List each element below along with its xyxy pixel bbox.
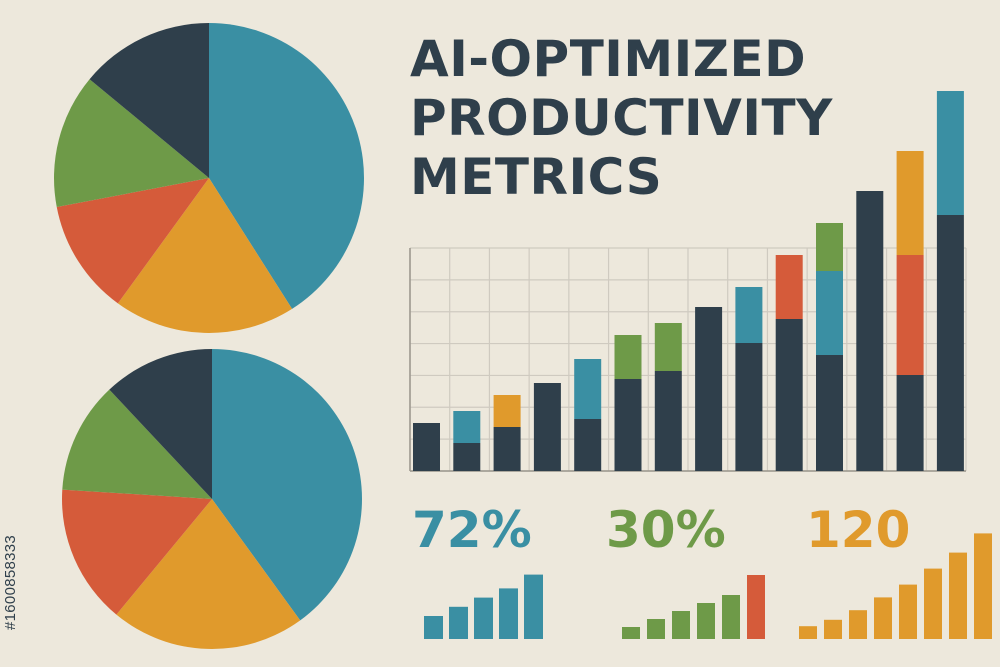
mini-bar-4	[499, 588, 518, 639]
title-line-3: METRICS	[410, 148, 663, 206]
pie-slice-3	[62, 489, 213, 615]
mini-bar-7	[949, 552, 967, 639]
title-line-1: AI-OPTIMIZED	[410, 30, 807, 88]
bar-2-segment-1	[453, 443, 481, 471]
bar-6-segment-1	[614, 379, 642, 471]
bar-11-segment-2	[816, 271, 843, 355]
mini-bar-2	[824, 619, 842, 639]
bar-9-segment-2	[735, 287, 763, 343]
pie-slice-1	[212, 349, 362, 621]
bar-12-segment-1	[856, 191, 884, 471]
bar-14-segment-1	[936, 215, 964, 471]
bar-1-segment-1	[413, 423, 440, 471]
mini-bar-3	[849, 610, 867, 639]
pie-slice-1	[209, 23, 364, 309]
bar-4-segment-1	[533, 383, 561, 471]
bar-11-segment-3	[816, 223, 843, 271]
page-title: AI-OPTIMIZED PRODUCTIVITY METRICS	[410, 30, 880, 207]
mini-bar-2	[647, 619, 665, 639]
mini-bar-1	[424, 616, 443, 639]
bar-5-segment-1	[574, 419, 602, 471]
bar-7-segment-1	[654, 371, 682, 471]
pie-chart-bottom	[62, 348, 362, 649]
pie-slice-2	[117, 178, 293, 334]
bar-10-segment-2	[775, 255, 803, 319]
bar-13-segment-2	[896, 255, 924, 375]
mini-bar-1	[622, 627, 640, 639]
pie-slice-4	[54, 79, 209, 208]
mini-bar-4	[874, 597, 892, 639]
pie-slice-5	[89, 23, 209, 178]
mini-bar-8	[974, 533, 992, 639]
bar-6-segment-2	[614, 335, 642, 379]
stock-id-label: #1600858333	[2, 534, 19, 630]
mini-bar-4	[697, 603, 715, 639]
bar-5-segment-2	[574, 359, 602, 419]
bar-3-segment-2	[493, 395, 521, 427]
mini-bar-2	[449, 606, 468, 639]
kpi-value-percent-30: 30%	[606, 501, 726, 559]
mini-bar-5	[722, 595, 740, 639]
pie-slice-3	[56, 178, 209, 304]
stacked-bar-chart	[413, 91, 964, 471]
mini-bar-6	[747, 575, 765, 639]
pie-slice-5	[109, 348, 212, 499]
mini-bar-5	[899, 584, 917, 639]
bar-14-segment-2	[936, 91, 964, 215]
mini-bar-3	[474, 597, 493, 639]
mini-bar-1	[799, 626, 817, 639]
mini-bar-chart-teal	[424, 574, 543, 639]
bar-3-segment-1	[493, 427, 521, 471]
kpi-value-count-120: 120	[806, 501, 911, 559]
mini-bar-chart-green	[622, 575, 765, 639]
mini-bar-5	[524, 574, 543, 639]
pie-slice-2	[116, 499, 301, 649]
pie-chart-top	[54, 23, 364, 334]
bar-2-segment-2	[453, 411, 481, 443]
kpi-value-percent-72: 72%	[412, 501, 532, 559]
pie-slice-4	[62, 389, 212, 499]
title-line-2: PRODUCTIVITY	[410, 89, 833, 147]
bar-9-segment-1	[735, 343, 763, 471]
mini-bar-3	[672, 611, 690, 639]
bar-7-segment-2	[654, 323, 682, 371]
mini-bar-chart-orange	[799, 533, 992, 639]
bar-8-segment-1	[695, 307, 723, 471]
bar-13-segment-1	[896, 375, 924, 471]
bar-10-segment-1	[775, 319, 803, 471]
bar-11-segment-1	[816, 355, 843, 471]
mini-bar-6	[924, 568, 942, 639]
bar-13-segment-3	[896, 151, 924, 255]
